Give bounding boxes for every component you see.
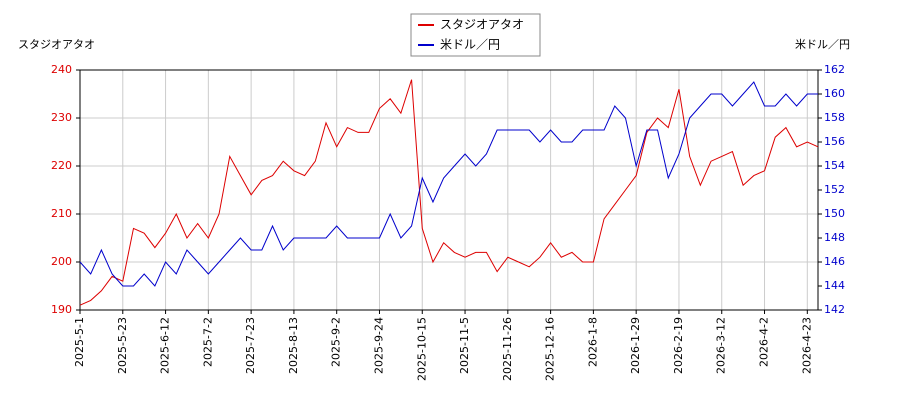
x-tick-label: 2025-12-16 xyxy=(544,317,557,381)
y2-tick-label: 156 xyxy=(824,135,845,148)
y-tick-label: 200 xyxy=(51,255,72,268)
legend-label: 米ドル／円 xyxy=(440,38,500,52)
y2-tick-label: 146 xyxy=(824,255,845,268)
x-tick-label: 2025-7-23 xyxy=(244,317,257,374)
y2-tick-label: 142 xyxy=(824,303,845,316)
y2-tick-label: 148 xyxy=(824,231,845,244)
y2-axis-title: 米ドル／円 xyxy=(795,38,850,51)
line-series xyxy=(79,79,819,306)
x-tick-label: 2025-8-13 xyxy=(287,317,300,374)
line-series xyxy=(79,81,818,287)
y2-tick-label: 144 xyxy=(824,279,845,292)
x-tick-label: 2025-5-1 xyxy=(73,317,86,367)
x-tick-label: 2026-1-29 xyxy=(629,317,642,374)
x-tick-label: 2025-6-12 xyxy=(159,317,172,374)
y-tick-label: 190 xyxy=(51,303,72,316)
y2-tick-label: 154 xyxy=(824,159,845,172)
y-tick-label: 240 xyxy=(51,63,72,76)
plot-frame xyxy=(79,69,819,311)
x-tick-label: 2026-4-2 xyxy=(758,317,771,367)
x-tick-label: 2025-7-2 xyxy=(201,317,214,367)
y-axis-title: スタジオアタオ xyxy=(18,38,95,51)
x-tick-label: 2025-9-2 xyxy=(330,317,343,367)
x-tick-label: 2026-2-19 xyxy=(672,317,685,374)
y-tick-label: 210 xyxy=(51,207,72,220)
x-tick-label: 2025-5-23 xyxy=(116,317,129,374)
legend-label: スタジオアタオ xyxy=(440,18,524,32)
x-tick-label: 2026-4-23 xyxy=(800,317,813,374)
x-tick-label: 2025-11-26 xyxy=(501,317,514,381)
legend-box xyxy=(410,13,541,57)
y2-tick-label: 152 xyxy=(824,183,845,196)
x-tick-label: 2026-1-8 xyxy=(586,317,599,367)
x-tick-label: 2025-9-24 xyxy=(372,317,385,374)
y2-tick-label: 158 xyxy=(824,111,845,124)
y2-tick-label: 162 xyxy=(824,63,845,76)
y-tick-label: 230 xyxy=(51,111,72,124)
y2-tick-label: 160 xyxy=(824,87,845,100)
x-tick-label: 2025-10-15 xyxy=(415,317,428,381)
y2-tick-label: 150 xyxy=(824,207,845,220)
x-tick-label: 2025-11-5 xyxy=(458,317,471,374)
y-tick-label: 220 xyxy=(51,159,72,172)
x-tick-label: 2026-3-12 xyxy=(715,317,728,374)
